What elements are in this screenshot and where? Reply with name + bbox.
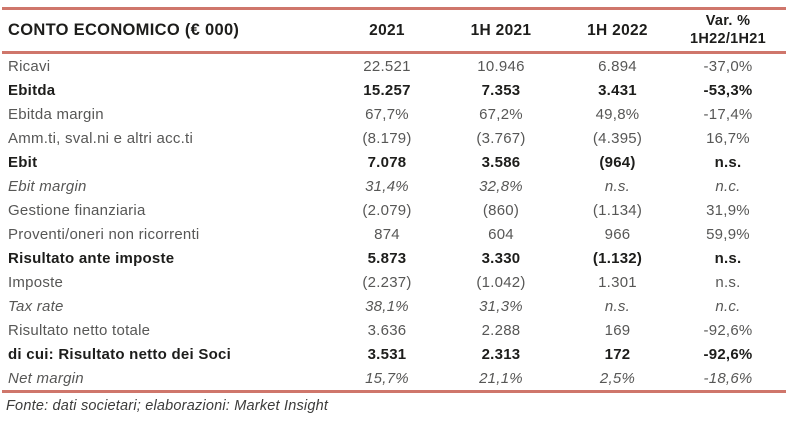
cell-var: n.s. [714, 153, 742, 171]
cell-var: n.c. [715, 177, 741, 195]
cell-2021: 7.078 [367, 153, 407, 171]
row-label: di cui: Risultato netto dei Soci [8, 345, 232, 363]
cell-1h2022: 49,8% [595, 105, 640, 123]
cell-var: n.s. [715, 273, 741, 291]
row-label: Ebitda [8, 81, 56, 99]
cell-1h2021: (3.767) [476, 129, 526, 147]
row-label: Ebit margin [8, 177, 87, 195]
table-row-tax-rate: Tax rate 38,1% 31,3% n.s. n.c. [2, 294, 786, 318]
cell-1h2022: (1.134) [592, 201, 643, 219]
cell-1h2022: 6.894 [598, 57, 637, 75]
column-header-1h2022: 1H 2022 [565, 7, 670, 54]
cell-1h2022: (4.395) [592, 129, 643, 147]
cell-1h2021: 10.946 [477, 57, 525, 75]
table-body: Ricavi 22.521 10.946 6.894 -37,0% Ebitda… [2, 53, 786, 393]
cell-1h2021: 604 [488, 225, 514, 243]
cell-1h2021: 2.313 [481, 345, 521, 363]
cell-1h2022: n.s. [604, 297, 631, 315]
cell-var: n.s. [714, 249, 742, 267]
cell-1h2022: 169 [604, 321, 631, 339]
cell-var: 16,7% [706, 129, 750, 147]
table-row-proventi-oneri: Proventi/oneri non ricorrenti 874 604 96… [2, 222, 786, 246]
cell-var: 59,9% [706, 225, 750, 243]
cell-1h2022: 2,5% [565, 366, 670, 393]
cell-2021: 15,7% [337, 366, 437, 393]
row-label: Ricavi [8, 57, 51, 75]
cell-1h2021: (860) [482, 201, 520, 219]
column-header-var-pct: Var. % 1H22/1H21 [670, 7, 786, 54]
column-header-2021: 2021 [337, 7, 437, 54]
cell-2021: 31,4% [365, 177, 409, 195]
cell-var: -92,6% [703, 345, 753, 363]
table-row-net-margin: Net margin 15,7% 21,1% 2,5% -18,6% [2, 366, 786, 393]
cell-1h2022: n.s. [604, 177, 631, 195]
row-label: Net margin [2, 366, 337, 393]
cell-1h2022: 3.431 [598, 81, 637, 99]
cell-1h2021: (1.042) [476, 273, 526, 291]
cell-1h2021: 2.288 [481, 321, 521, 339]
cell-var: -18,6% [670, 366, 786, 393]
cell-1h2021: 3.330 [481, 249, 521, 267]
cell-1h2022: (964) [599, 153, 636, 171]
table-row-ebit-margin: Ebit margin 31,4% 32,8% n.s. n.c. [2, 174, 786, 198]
cell-1h2021: 31,3% [479, 297, 523, 315]
row-label: Imposte [8, 273, 64, 291]
row-label: Proventi/oneri non ricorrenti [8, 225, 200, 243]
cell-1h2022: 966 [604, 225, 631, 243]
cell-2021: 874 [374, 225, 400, 243]
row-label: Risultato netto totale [8, 321, 151, 339]
cell-1h2021: 3.586 [481, 153, 521, 171]
row-label: Tax rate [8, 297, 64, 315]
cell-2021: 67,7% [365, 105, 409, 123]
column-header-1h2021: 1H 2021 [437, 7, 565, 54]
cell-var: n.c. [715, 297, 741, 315]
cell-2021: 38,1% [365, 297, 409, 315]
cell-2021: (8.179) [362, 129, 412, 147]
table-row-risultato-ante-imposte: Risultato ante imposte 5.873 3.330 (1.13… [2, 246, 786, 270]
cell-1h2021: 7.353 [481, 81, 521, 99]
income-statement-table-wrap: CONTO ECONOMICO (€ 000) 2021 1H 2021 1H … [2, 7, 786, 393]
table-row-risultato-netto-totale: Risultato netto totale 3.636 2.288 169 -… [2, 318, 786, 342]
cell-2021: 3.531 [367, 345, 407, 363]
cell-var: -17,4% [703, 105, 753, 123]
table-row-ammortamenti: Amm.ti, sval.ni e altri acc.ti (8.179) (… [2, 126, 786, 150]
cell-2021: 22.521 [363, 57, 411, 75]
table-row-ebit: Ebit 7.078 3.586 (964) n.s. [2, 150, 786, 174]
var-pct-line2: 1H22/1H21 [689, 30, 767, 47]
table-header: CONTO ECONOMICO (€ 000) 2021 1H 2021 1H … [2, 7, 786, 54]
cell-1h2021: 67,2% [479, 105, 523, 123]
cell-2021: (2.079) [362, 201, 412, 219]
row-label: Ebitda margin [8, 105, 104, 123]
cell-2021: (2.237) [362, 273, 412, 291]
cell-var: -53,3% [703, 81, 753, 99]
table-title: CONTO ECONOMICO (€ 000) [2, 7, 337, 54]
cell-1h2022: 172 [604, 345, 631, 363]
table-row-imposte: Imposte (2.237) (1.042) 1.301 n.s. [2, 270, 786, 294]
table-row-risultato-netto-soci: di cui: Risultato netto dei Soci 3.531 2… [2, 342, 786, 366]
cell-2021: 15.257 [363, 81, 411, 99]
table-row-gestione-finanziaria: Gestione finanziaria (2.079) (860) (1.13… [2, 198, 786, 222]
var-pct-line1: Var. % [705, 13, 751, 30]
cell-1h2022: 1.301 [598, 273, 637, 291]
row-label: Gestione finanziaria [8, 201, 146, 219]
cell-var: -37,0% [703, 57, 753, 75]
cell-2021: 3.636 [367, 321, 407, 339]
cell-var: -92,6% [703, 321, 753, 339]
cell-2021: 5.873 [367, 249, 407, 267]
row-label: Ebit [8, 153, 38, 171]
table-row-ebitda: Ebitda 15.257 7.353 3.431 -53,3% [2, 78, 786, 102]
cell-1h2022: (1.132) [592, 249, 643, 267]
row-label: Amm.ti, sval.ni e altri acc.ti [8, 129, 194, 147]
cell-1h2021: 21,1% [437, 366, 565, 393]
table-row-ebitda-margin: Ebitda margin 67,7% 67,2% 49,8% -17,4% [2, 102, 786, 126]
source-note: Fonte: dati societari; elaborazioni: Mar… [6, 398, 329, 414]
table-row-ricavi: Ricavi 22.521 10.946 6.894 -37,0% [2, 53, 786, 79]
cell-var: 31,9% [706, 201, 750, 219]
header-row: CONTO ECONOMICO (€ 000) 2021 1H 2021 1H … [2, 7, 786, 54]
row-label: Risultato ante imposte [8, 249, 175, 267]
cell-1h2021: 32,8% [479, 177, 523, 195]
income-statement-table: CONTO ECONOMICO (€ 000) 2021 1H 2021 1H … [2, 7, 786, 393]
